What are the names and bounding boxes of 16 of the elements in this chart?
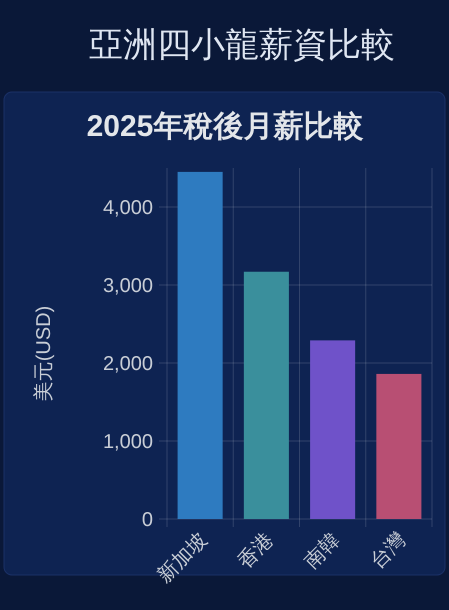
bar <box>244 272 289 519</box>
y-axis-title: 美元(USD) <box>32 306 55 402</box>
chart-subtitle: 2025年稅後月薪比較 <box>86 110 364 143</box>
y-tick-label: 2,000 <box>102 353 153 375</box>
x-tick-label: 南韓 <box>300 528 344 573</box>
y-tick-label: 0 <box>142 509 153 531</box>
chart-title: 亞洲四小龍薪資比較 <box>89 25 395 65</box>
x-tick-label: 香港 <box>234 528 278 573</box>
y-tick-label: 1,000 <box>102 431 153 453</box>
bar <box>178 172 223 519</box>
y-tick-label: 4,000 <box>102 197 153 219</box>
x-tick-label: 台灣 <box>366 528 410 573</box>
y-tick-label: 3,000 <box>102 275 153 297</box>
bar <box>376 374 422 519</box>
bar <box>310 340 356 519</box>
x-tick-label: 新加坡 <box>154 528 212 587</box>
